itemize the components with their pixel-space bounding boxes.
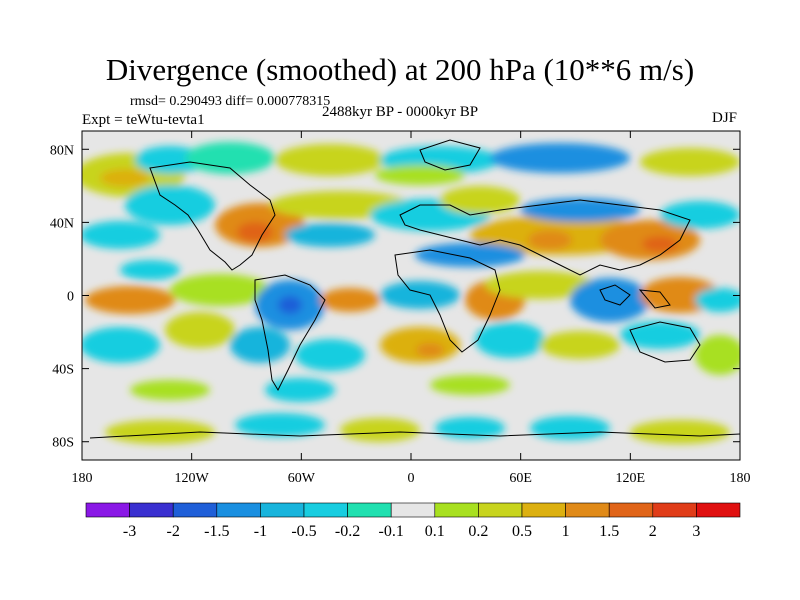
colorbar-swatch: [390, 502, 436, 518]
colorbar-swatch: [652, 502, 697, 518]
colorbar-swatch: [521, 502, 566, 518]
coastline-outlines: [89, 139, 740, 439]
colorbar-label: -1.5: [204, 523, 229, 540]
colorbar-swatch: [172, 502, 218, 518]
map-title: Divergence (smoothed) at 200 hPa (10**6 …: [105, 52, 695, 87]
colorbar-label: 1.5: [599, 523, 619, 540]
lon-tick-label: 60W: [288, 471, 316, 486]
map-panel: [81, 130, 741, 461]
lon-tick-label: 120W: [175, 471, 210, 486]
colorbar-label: -0.2: [335, 523, 360, 540]
colorbar-swatch: [347, 502, 392, 518]
longitude-axis: 180 120W 60W 0 60E 120E 180: [72, 131, 751, 486]
latitude-axis: 80N 40N 0 40S 80S: [50, 143, 740, 451]
colorbar-label: -3: [123, 523, 136, 540]
colorbar-swatch: [478, 502, 523, 518]
colorbar-label: 1: [562, 523, 570, 540]
colorbar-swatch: [434, 502, 479, 518]
lon-tick-label: 120E: [616, 471, 646, 486]
lat-tick-label: 80S: [52, 436, 74, 451]
colorbar-swatch: [565, 502, 610, 518]
colorbar-label: 0.1: [425, 523, 445, 540]
divergence-field: [82, 139, 740, 444]
colorbar-swatch: [129, 502, 174, 518]
colorbar: -3 -2 -1.5 -1 -0.5 -0.2 -0.1 0.1 0.2 0.5 1 1.5 2 3: [85, 502, 741, 540]
lon-tick-label: 180: [730, 471, 751, 486]
colorbar-swatch: [216, 502, 261, 518]
colorbar-label: 3: [692, 523, 700, 540]
lat-tick-label: 40S: [52, 363, 74, 378]
colorbar-label: -1: [254, 523, 267, 540]
lon-tick-label: 60E: [509, 471, 532, 486]
colorbar-label: 2: [649, 523, 657, 540]
lat-tick-label: 80N: [50, 143, 74, 158]
colorbar-swatch: [696, 502, 741, 518]
lat-tick-label: 0: [67, 290, 74, 305]
experiment-label: Expt = teWtu-tevta1: [82, 112, 205, 128]
rmsd-diff-stats: rmsd= 0.290493 diff= 0.000778315: [130, 94, 331, 109]
colorbar-label: 0.2: [468, 523, 488, 540]
lat-tick-label: 40N: [50, 216, 74, 231]
colorbar-swatch: [303, 502, 348, 518]
lon-tick-label: 180: [72, 471, 93, 486]
colorbar-label: -2: [167, 523, 180, 540]
colorbar-label: 0.5: [512, 523, 532, 540]
lon-tick-label: 0: [408, 471, 415, 486]
colorbar-swatch: [260, 502, 305, 518]
period-label: 2488kyr BP - 0000kyr BP: [322, 104, 479, 120]
colorbar-label: -0.1: [379, 523, 404, 540]
colorbar-label: -0.5: [291, 523, 316, 540]
colorbar-swatch: [608, 502, 654, 518]
season-label: DJF: [712, 110, 738, 126]
colorbar-swatch: [85, 502, 130, 518]
